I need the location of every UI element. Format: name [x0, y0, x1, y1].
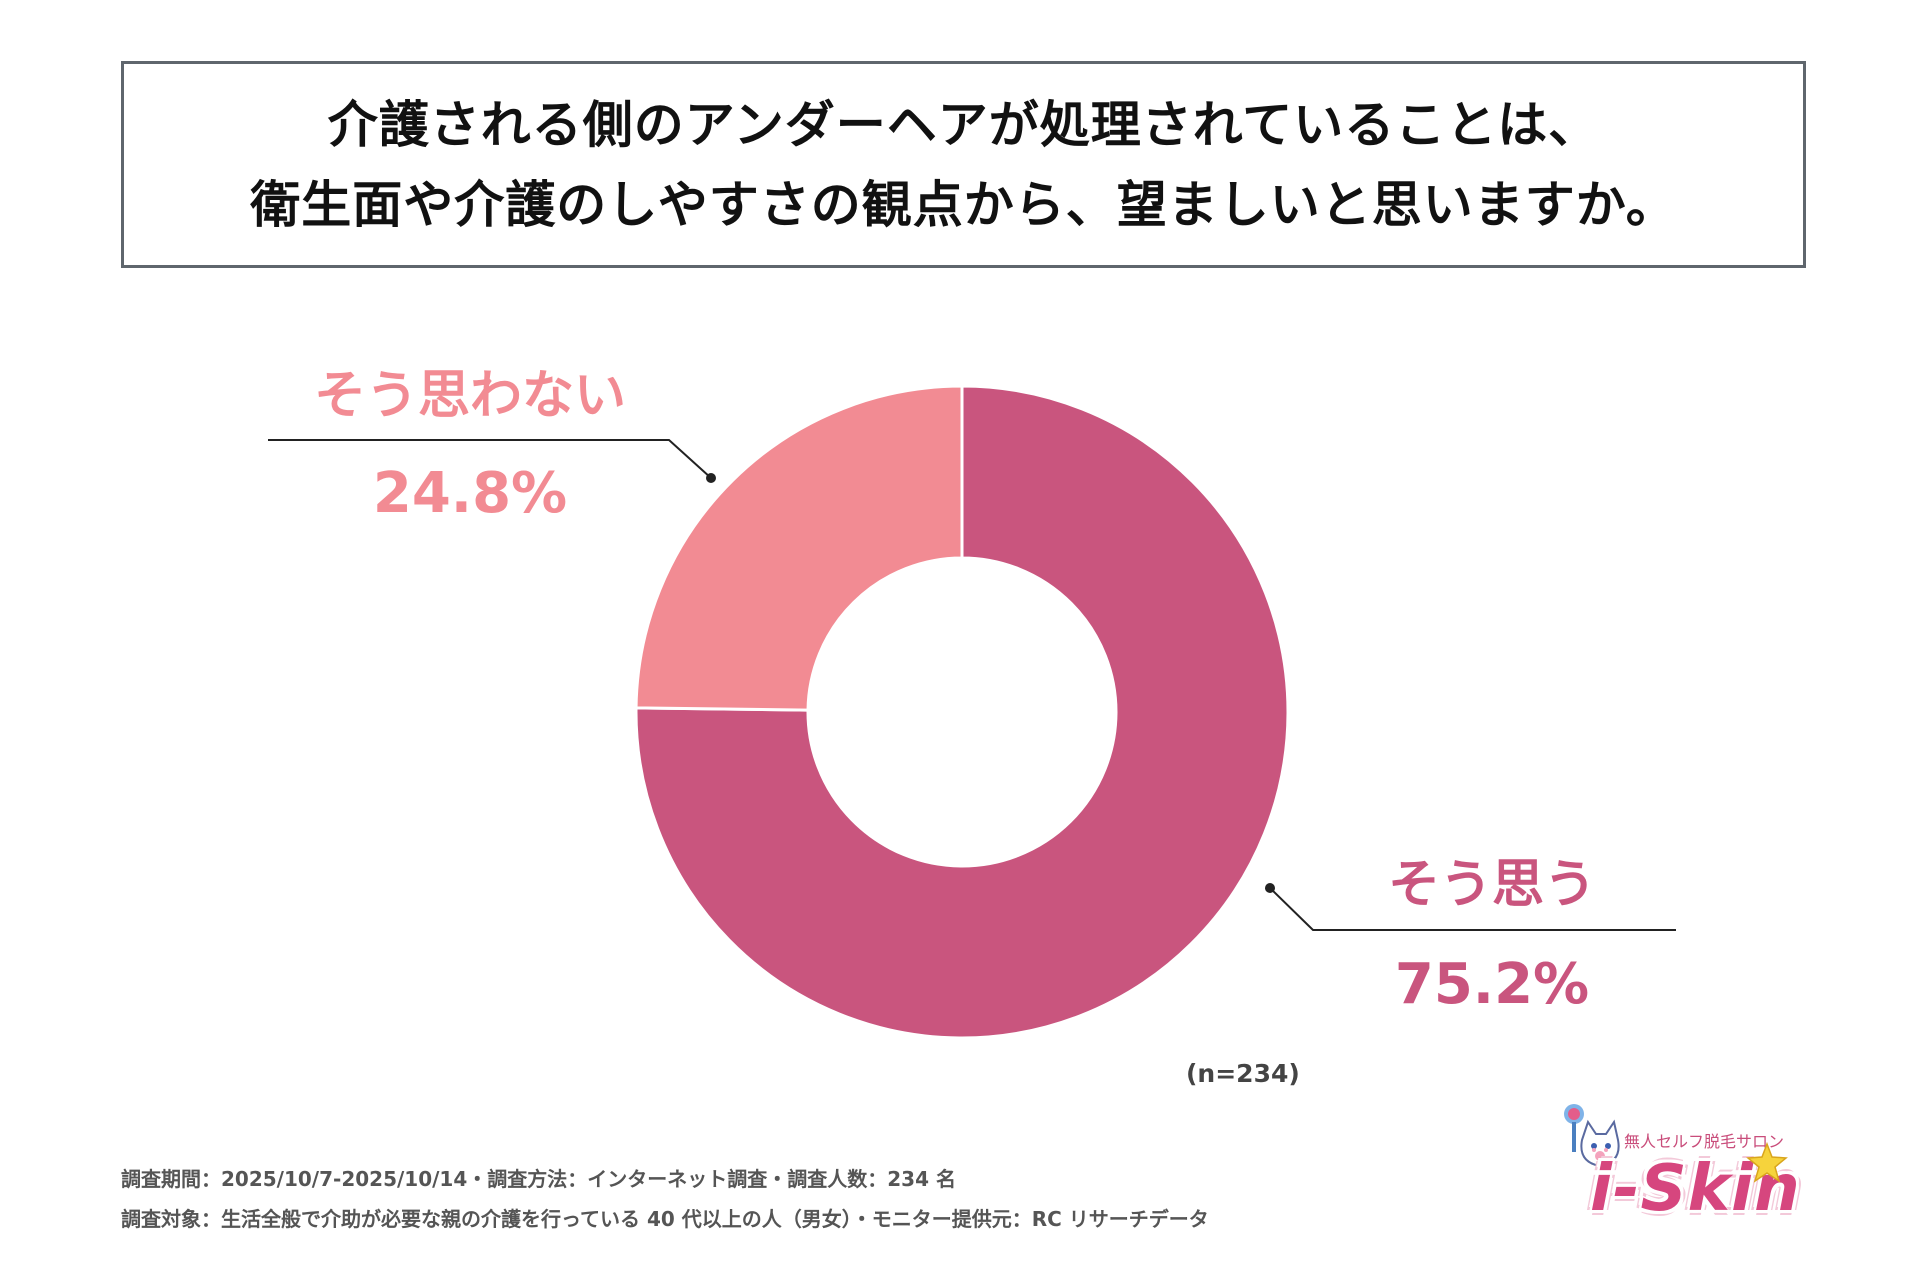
sample-size: (n=234) [1186, 1059, 1300, 1088]
category-label-no: そう思わない [314, 366, 626, 426]
star-icon [1746, 1142, 1788, 1183]
survey-footnote-2: 調査対象：生活全般で介助が必要な親の介護を行っている 40 代以上の人（男女）・… [121, 1207, 1209, 1231]
donut-slice-no [634, 384, 964, 712]
value-label-no: 24.8% [373, 461, 567, 526]
brand-logo: 無人セルフ脱毛サロン i-Skin [1560, 1100, 1805, 1230]
donut-slice-yes [634, 384, 1290, 1040]
cat-mascot-icon [1564, 1104, 1620, 1168]
leader-line-no [268, 439, 712, 479]
leader-dot-no [706, 473, 716, 483]
logo-tagline: 無人セルフ脱毛サロン [1624, 1132, 1785, 1151]
chart-title-line-2: 衛生面や介護のしやすさの観点から、望ましいと思いますか。 [250, 175, 1677, 234]
value-label-yes: 75.2% [1395, 952, 1589, 1017]
category-label-yes: そう思う [1388, 855, 1596, 915]
survey-footnote-1: 調査期間：2025/10/7-2025/10/14・調査方法：インターネット調査… [121, 1167, 956, 1191]
leader-dot-yes [1265, 883, 1275, 893]
leader-line-yes [1269, 887, 1676, 931]
chart-title-box: 介護される側のアンダーヘアが処理されていることは、 衛生面や介護のしやすさの観点… [121, 61, 1806, 268]
chart-title-line-1: 介護される側のアンダーヘアが処理されていることは、 [327, 95, 1600, 154]
donut-slices [634, 384, 1290, 1040]
